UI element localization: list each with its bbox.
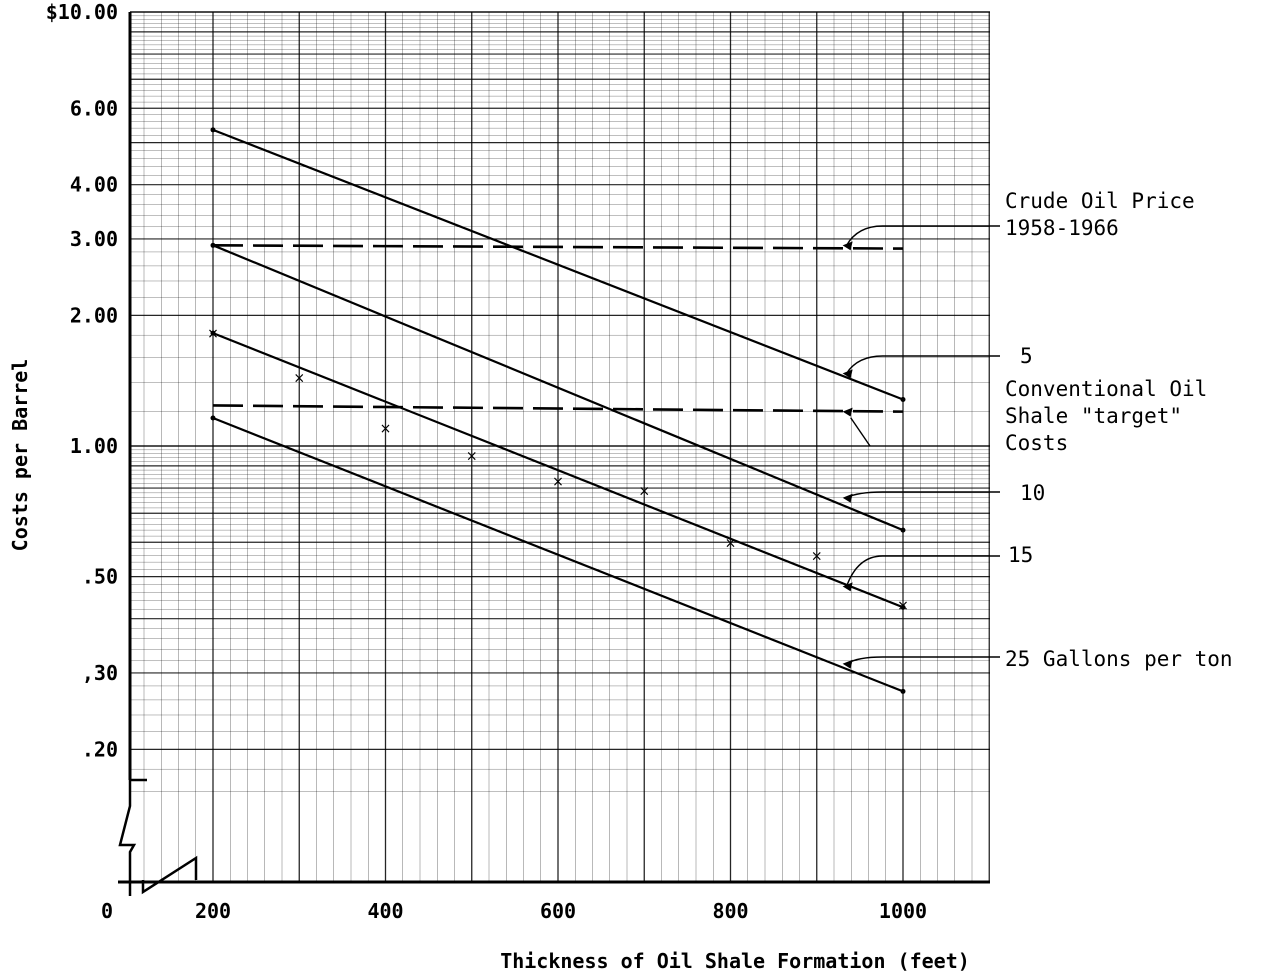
x-axis-break <box>141 855 198 895</box>
data-point-x: × <box>207 326 219 342</box>
annotation-label: 1958-1966 <box>1005 216 1119 240</box>
series-lines <box>210 127 906 694</box>
x-axis-title: Thickness of Oil Shale Formation (feet) <box>500 949 970 973</box>
y-tick-label: 6.00 <box>70 96 118 120</box>
annotation-label: Costs <box>1005 431 1068 455</box>
y-tick-label: .20 <box>82 737 118 761</box>
tick-labels: $10.00 6.00 4.00 3.00 2.00 1.00 .50 ,30 .20 0 200 4… <box>46 0 927 923</box>
data-point-x: × <box>466 449 478 465</box>
y-tick-label: 4.00 <box>70 173 118 197</box>
data-point-x: × <box>638 483 650 499</box>
series-endpoint <box>900 688 906 694</box>
series-line <box>212 244 904 250</box>
data-points: × × × × × × × × × <box>207 326 909 614</box>
annotation-leader <box>845 555 1000 587</box>
y-tick-label: 3.00 <box>70 227 118 251</box>
annotation-leader <box>846 355 1000 374</box>
series-endpoint <box>900 527 906 533</box>
annotation-label: 25 Gallons per ton <box>1005 647 1233 671</box>
annotation-leader <box>846 656 1000 665</box>
y-tick-label: 2.00 <box>70 303 118 327</box>
annotation-label: 10 <box>1020 481 1045 505</box>
annotation-arrowhead <box>842 241 853 251</box>
y-axis-break <box>118 778 147 896</box>
series-line <box>212 417 904 693</box>
annotation-arrowhead <box>842 407 853 417</box>
series-endpoint <box>900 604 906 610</box>
annotation-label: Conventional Oil <box>1005 377 1207 401</box>
data-point-x: × <box>293 370 305 386</box>
axes <box>118 12 990 896</box>
annotation-label: 5 <box>1020 344 1033 368</box>
x-tick-label: 200 <box>195 899 231 923</box>
annotation-leader <box>850 417 871 447</box>
annotation-leader <box>846 225 1000 246</box>
annotations: Crude Oil Price 1958-1966 5 Conventional Oi… <box>842 189 1233 671</box>
series-endpoint <box>900 396 906 402</box>
y-axis-title: Costs per Barrel <box>8 359 32 552</box>
annotation-arrowhead <box>842 493 853 503</box>
y-tick-label: ,30 <box>82 661 118 685</box>
series-line <box>212 244 904 532</box>
data-point-x: × <box>811 548 823 564</box>
series-endpoint <box>210 330 216 336</box>
data-point-x: × <box>725 535 737 551</box>
x-tick-label: 400 <box>367 899 403 923</box>
annotation-arrowhead <box>842 369 853 379</box>
annotation-arrowhead <box>842 659 853 669</box>
data-point-x: × <box>897 598 909 614</box>
y-tick-label: 1.00 <box>70 434 118 458</box>
series-line <box>212 128 904 401</box>
x-tick-label: 1000 <box>879 899 927 923</box>
data-point-x: × <box>380 421 392 437</box>
y-tick-label: .50 <box>82 565 118 589</box>
series-line <box>212 332 904 609</box>
series-endpoint <box>210 415 216 421</box>
data-point-x: × <box>552 474 564 490</box>
annotation-label: 15 <box>1008 543 1033 567</box>
x-tick-label: 800 <box>712 899 748 923</box>
x-tick-label: 600 <box>540 899 576 923</box>
x-tick-label: 0 <box>101 899 113 923</box>
series-endpoint <box>210 127 216 133</box>
series-line <box>212 404 904 413</box>
annotation-label: Crude Oil Price <box>1005 189 1195 213</box>
y-tick-label: $10.00 <box>46 0 118 24</box>
annotation-arrowhead <box>842 582 853 592</box>
grid <box>130 11 990 882</box>
annotation-label: Shale "target" <box>1005 404 1182 428</box>
